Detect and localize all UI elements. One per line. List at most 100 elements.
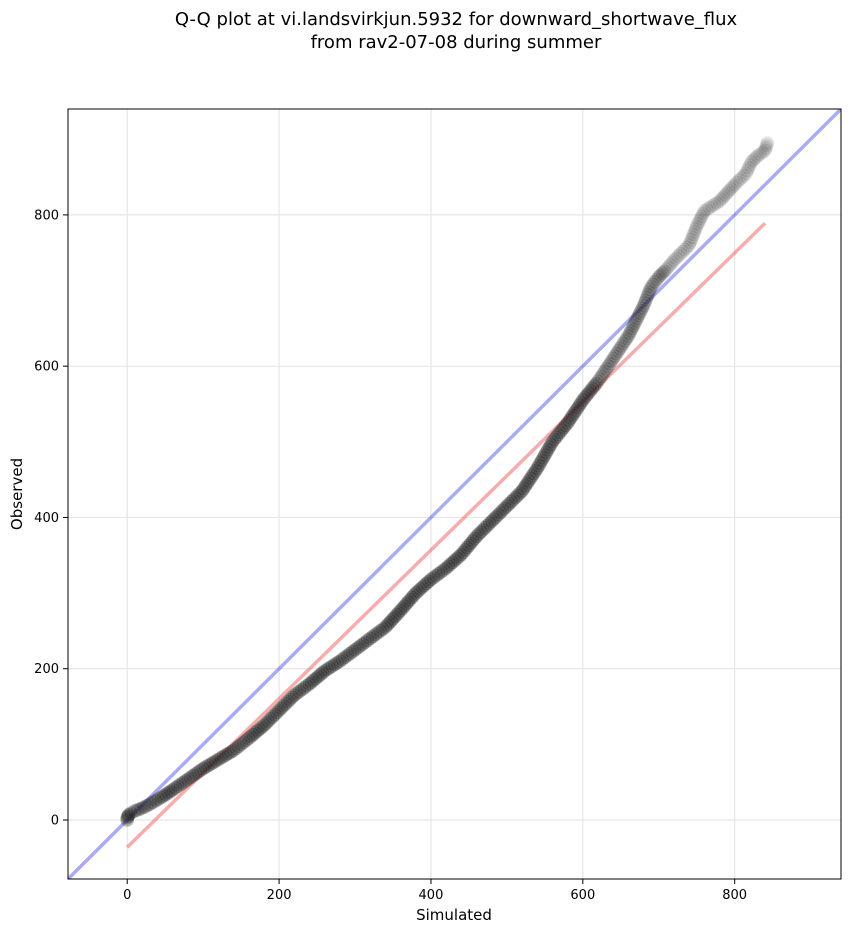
scatter-point [714, 192, 729, 206]
scatter-point [608, 349, 622, 363]
scatter-point [530, 461, 545, 476]
scatter-point [621, 329, 636, 343]
scatter-point [419, 576, 434, 591]
scatter-point [462, 538, 476, 553]
reference-lines [68, 109, 841, 879]
scatter-point [389, 607, 404, 622]
scatter-point [340, 648, 355, 663]
scatter-point [716, 190, 731, 204]
scatter-point [371, 625, 385, 640]
scatter-point [146, 795, 160, 810]
scatter-point [599, 361, 614, 376]
scatter-point [263, 712, 278, 726]
identity-line [68, 109, 841, 879]
scatter-point [226, 743, 241, 758]
scatter-point [760, 136, 775, 150]
scatter-point [163, 784, 178, 799]
scatter-point [555, 423, 569, 437]
scatter-point [522, 474, 536, 488]
scatter-point [596, 366, 610, 381]
scatter-point [270, 705, 284, 720]
scatter-point [686, 227, 701, 242]
scatter-point [411, 584, 425, 598]
scatter-point [725, 179, 740, 194]
scatter-point [246, 727, 260, 742]
scatter-point [688, 222, 703, 236]
scatter-point [574, 395, 588, 410]
scatter-point [687, 224, 702, 239]
scatter-point [525, 469, 540, 483]
scatter-point [632, 306, 647, 321]
chart-title: Q-Q plot at vi.landsvirkjun.5932 for dow… [0, 8, 851, 54]
scatter-point [541, 442, 555, 457]
scatter-point [624, 324, 638, 338]
scatter-point [280, 694, 295, 709]
scatter-point [491, 507, 506, 522]
scatter-point [304, 675, 319, 689]
scatter-point [452, 549, 466, 564]
scatter-point [203, 757, 218, 771]
scatter-point [680, 240, 694, 255]
scatter-point [365, 629, 380, 644]
scatter-point [712, 194, 727, 209]
scatter-point [345, 644, 360, 659]
scatter-point [231, 739, 246, 754]
scatter-point [327, 657, 342, 672]
scatter-point [644, 279, 658, 294]
x-tick-label: 0 [123, 888, 131, 903]
scatter-point [445, 555, 460, 570]
scatter-point [667, 253, 681, 268]
scatter-point [140, 798, 154, 813]
scatter-point [363, 631, 378, 646]
scatter-point [214, 751, 228, 765]
scatter-point [335, 652, 350, 667]
scatter-point [300, 678, 314, 693]
scatter-point [592, 371, 607, 386]
scatter-point [493, 505, 508, 520]
scatter-point [120, 810, 135, 825]
scatter-point [405, 590, 419, 605]
scatter-point [244, 729, 258, 744]
scatter-point [553, 425, 567, 440]
scatter-point [448, 553, 462, 568]
scatter-point [746, 153, 761, 167]
scatter-point [718, 188, 733, 202]
scatter-point [297, 680, 312, 695]
scatter-point [518, 479, 533, 493]
scatter-point [403, 592, 417, 607]
scatter-point [309, 671, 323, 686]
scatter-point [603, 356, 617, 371]
scatter-point [436, 563, 451, 577]
scatter-point [360, 633, 375, 648]
scatter-point [317, 664, 332, 678]
scatter-point [626, 319, 641, 333]
scatter-point [653, 268, 668, 282]
scatter-point [236, 735, 251, 750]
scatter-point [450, 551, 464, 566]
scatter-point [250, 724, 265, 738]
scatter-point [685, 230, 700, 244]
scatter-point [579, 388, 594, 403]
scatter-point [307, 673, 321, 687]
scatter-point [727, 177, 742, 192]
scatter-point [637, 296, 652, 310]
scatter-point [350, 641, 365, 655]
scatter-point [408, 586, 423, 600]
scatter-point [544, 437, 558, 452]
scatter-point [619, 331, 634, 346]
scatter-point [302, 677, 317, 691]
scatter-point [705, 199, 719, 213]
scatter-point [154, 790, 169, 805]
scatter-point [241, 731, 256, 746]
regression-line [126, 221, 767, 849]
chart-title-line-2: from rav2-07-08 during summer [310, 32, 602, 53]
scatter-point [376, 622, 390, 636]
scatter-point [744, 155, 759, 169]
y-tick-label: 200 [34, 662, 59, 677]
scatter-point [343, 646, 357, 661]
scatter-point [290, 686, 304, 701]
scatter-point [295, 682, 309, 697]
scatter-point [333, 654, 347, 668]
scatter-point [648, 275, 662, 289]
scatter-point [399, 597, 414, 611]
